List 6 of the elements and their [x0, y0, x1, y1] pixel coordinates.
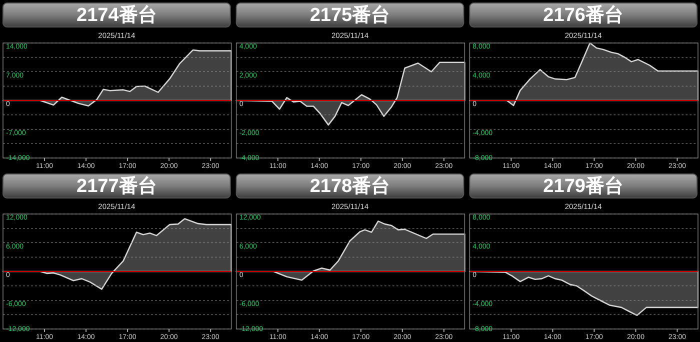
chart-title: 2176番台 — [543, 4, 624, 26]
chart-title: 2175番台 — [310, 4, 390, 26]
chart-title: 2174番台 — [76, 4, 157, 26]
chart-title: 2178番台 — [310, 175, 390, 197]
chart-title: 2179番台 — [543, 175, 624, 197]
chart-title: 2177番台 — [76, 175, 157, 197]
